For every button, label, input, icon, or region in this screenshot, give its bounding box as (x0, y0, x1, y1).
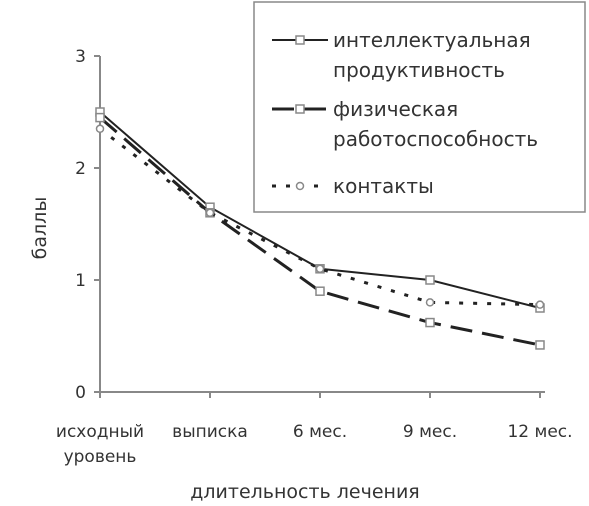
data-point (315, 286, 325, 296)
legend: интеллектуальная продуктивность физическая… (253, 1, 586, 213)
legend-label: контакты (333, 174, 434, 198)
x-tick-label: 12 мес. (507, 422, 572, 442)
data-point (95, 112, 105, 123)
legend-label: физическая работоспособность (333, 97, 538, 151)
y-tick-label: 0 (75, 383, 86, 403)
y-tick-label: 3 (75, 47, 86, 67)
series-line (99, 116, 541, 347)
data-point (425, 298, 435, 307)
data-point (205, 208, 215, 218)
series-3 (95, 124, 545, 309)
legend-box (253, 1, 586, 213)
data-point (95, 124, 105, 134)
legend-label: интеллектуальная продуктивность (333, 28, 531, 82)
x-tick-label: исходный уровень (56, 422, 144, 467)
legend-marker (295, 104, 305, 114)
legend-marker (295, 35, 305, 45)
data-point (535, 340, 545, 350)
legend-entry-1: интеллектуальная продуктивность (272, 28, 531, 82)
y-axis-label: баллы (29, 197, 51, 260)
data-point (535, 300, 545, 309)
y-tick-label: 2 (75, 159, 86, 179)
legend-entry-2: физическая работоспособность (272, 97, 538, 151)
series-layer (95, 107, 545, 350)
x-axis-label: длительность лечения (190, 481, 419, 503)
x-tick-label: 6 мес. (293, 422, 347, 442)
legend-marker (295, 181, 305, 191)
y-tick-label: 1 (75, 271, 86, 291)
data-point (425, 317, 435, 328)
legend-entry-3: контакты (272, 174, 434, 198)
x-tick-label: выписка (172, 422, 248, 442)
tick-labels: 0 1 2 3 исходный уровень выписка 6 мес. 9 мес. 12… (56, 47, 573, 467)
data-point (315, 264, 325, 274)
data-point (425, 275, 435, 285)
x-tick-label: 9 мес. (403, 422, 457, 442)
